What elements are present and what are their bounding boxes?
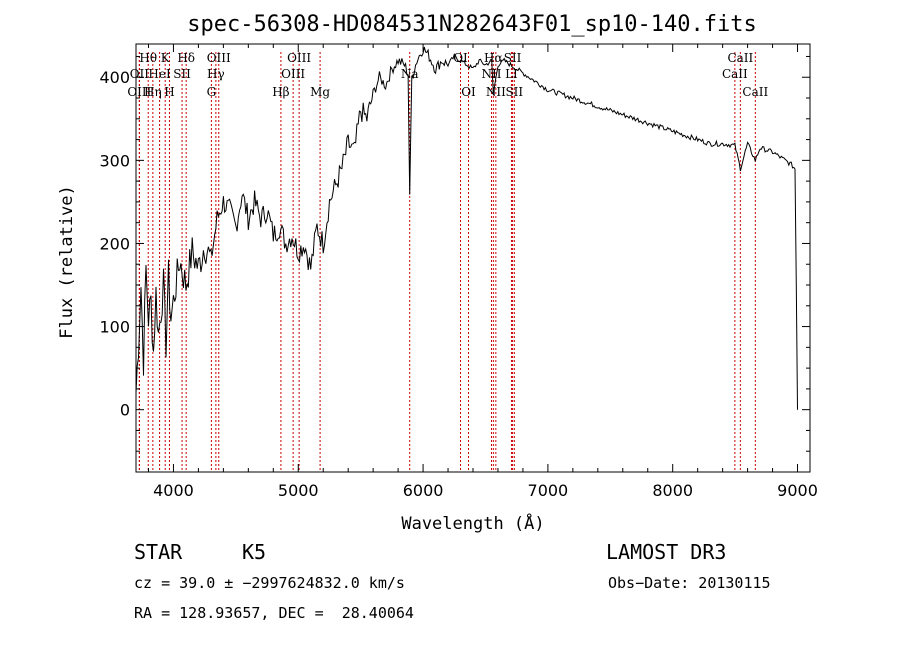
survey-name: LAMOST DR3 bbox=[606, 540, 727, 564]
line-label-OIII: OIII bbox=[207, 51, 231, 65]
line-label-Na: Na bbox=[401, 67, 419, 81]
y-tick-label: 400 bbox=[99, 68, 130, 87]
spectrum-series-line bbox=[135, 46, 798, 410]
line-label-G: G bbox=[207, 85, 217, 99]
x-tick-label: 5000 bbox=[278, 481, 319, 500]
x-tick-label: 8000 bbox=[652, 481, 693, 500]
x-axis-ticks: 4000 5000 6000 7000 8000 9000 bbox=[147, 44, 818, 500]
x-tick-label: 9000 bbox=[777, 481, 818, 500]
line-label-Hβ: Hβ bbox=[272, 85, 289, 99]
line-label-NII: NII bbox=[481, 67, 501, 81]
line-label-Hθ: Hθ bbox=[139, 51, 157, 65]
line-label-SII: SII bbox=[173, 67, 191, 81]
line-label-OIII: OIII bbox=[287, 51, 311, 65]
line-label-Hη: Hη bbox=[144, 85, 162, 99]
y-axis-ticks: 0 100 200 300 400 bbox=[99, 55, 810, 452]
chart-title: spec-56308-HD084531N282643F01_sp10-140.f… bbox=[187, 12, 757, 37]
line-label-CaII: CaII bbox=[742, 85, 768, 99]
line-label-NII: NII bbox=[486, 85, 506, 99]
x-axis-label: Wavelength (Å) bbox=[401, 512, 544, 534]
coordinates: RA = 128.93657, DEC = 28.40064 bbox=[134, 604, 414, 622]
line-label-SII: SII bbox=[504, 51, 522, 65]
y-tick-label: 200 bbox=[99, 234, 130, 253]
observation-date: Obs−Date: 20130115 bbox=[608, 574, 771, 592]
line-label-H: H bbox=[164, 85, 174, 99]
line-label-CaII: CaII bbox=[727, 51, 753, 65]
line-label-Mg: Mg bbox=[310, 85, 330, 99]
line-label-Hδ: Hδ bbox=[177, 51, 195, 65]
line-label-Hγ: Hγ bbox=[207, 67, 225, 81]
object-subclass: K5 bbox=[242, 540, 267, 564]
line-label-Hα: Hα bbox=[484, 51, 503, 65]
x-tick-label: 4000 bbox=[153, 481, 194, 500]
y-tick-label: 0 bbox=[120, 401, 130, 420]
redshift-line: cz = 39.0 ± −2997624832.0 km/s bbox=[134, 574, 405, 592]
x-tick-label: 6000 bbox=[403, 481, 444, 500]
line-label-OIII: OIII bbox=[281, 67, 305, 81]
line-label-OI: OI bbox=[461, 85, 476, 99]
plot-frame bbox=[135, 43, 811, 473]
y-axis-label: Flux (relative) bbox=[57, 185, 77, 339]
line-label-HeI: HeI bbox=[148, 67, 171, 81]
x-tick-label: 7000 bbox=[528, 481, 569, 500]
line-label-SII: SII bbox=[505, 85, 523, 99]
line-label-OII: OII bbox=[130, 67, 150, 81]
object-class: STAR bbox=[134, 540, 183, 564]
y-tick-label: 300 bbox=[99, 151, 130, 170]
y-tick-label: 100 bbox=[99, 318, 130, 337]
line-label-CaII: CaII bbox=[722, 67, 748, 81]
line-label-OIII: OIII bbox=[127, 85, 151, 99]
spectral-line-markers bbox=[138, 52, 756, 472]
line-label-LI: LI bbox=[505, 67, 518, 81]
line-label-K: K bbox=[161, 51, 171, 65]
